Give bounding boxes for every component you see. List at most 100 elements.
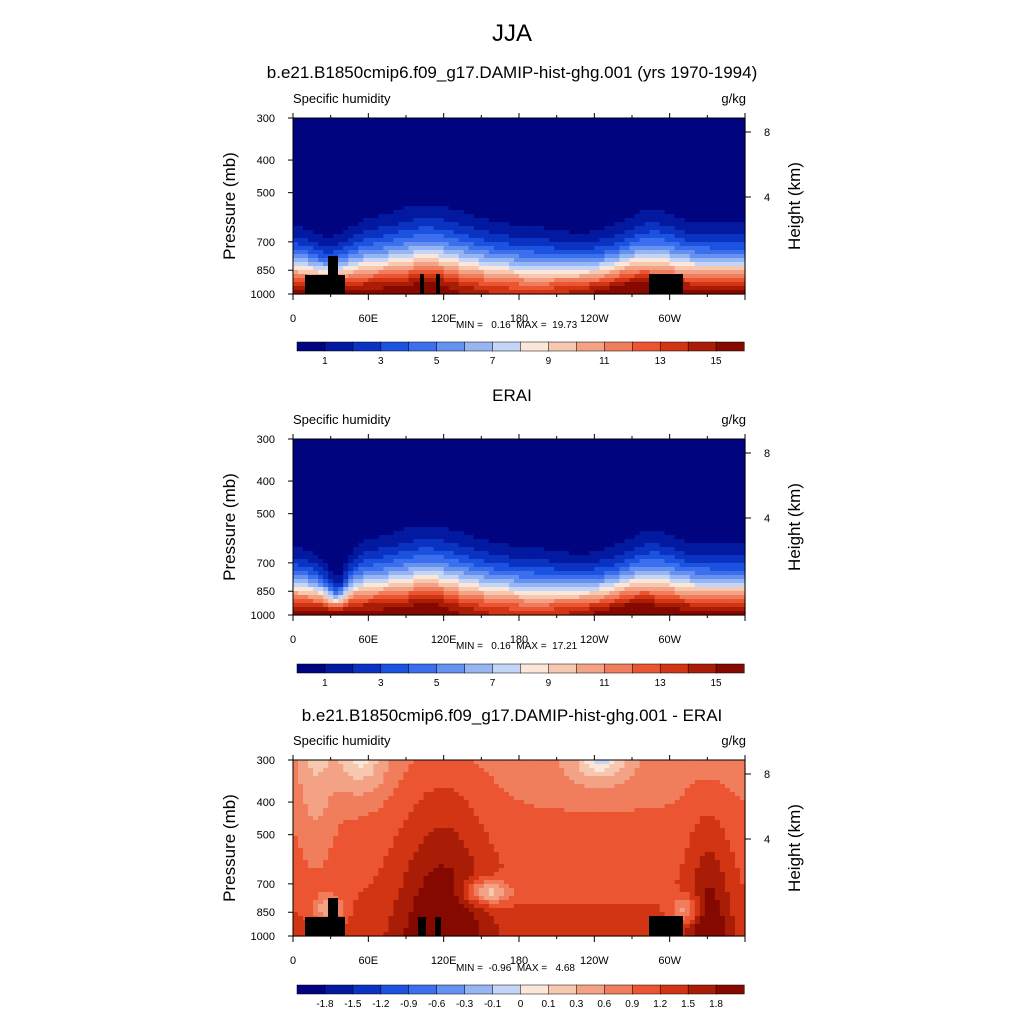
topography-block — [328, 256, 338, 294]
colorbar-label: 0.9 — [625, 999, 639, 1010]
panel-2-colorbar: 1 3 5 7 9 11 13 15 — [296, 663, 745, 689]
panel-1-title: b.e21.B1850cmip6.f09_g17.DAMIP-hist-ghg.… — [266, 63, 758, 82]
colorbar-label: 7 — [490, 356, 496, 367]
colorbar-label: 9 — [546, 356, 552, 367]
colorbar-swatch — [604, 341, 633, 352]
x-tick-label: 120E — [431, 634, 457, 646]
colorbar-label: 1 — [322, 356, 328, 367]
colorbar-swatch — [548, 984, 577, 995]
colorbar-label: 13 — [655, 356, 667, 367]
colorbar-label: -1.8 — [316, 999, 334, 1010]
y-tick-label: 700 — [257, 879, 275, 891]
topography-block — [649, 274, 683, 294]
colorbar-swatch — [687, 984, 717, 995]
colorbar-swatch — [659, 341, 689, 352]
colorbar-swatch — [436, 984, 466, 995]
colorbar-swatch — [408, 663, 438, 674]
colorbar-swatch — [632, 984, 661, 995]
topography-block — [649, 916, 683, 936]
colorbar-label: 0.1 — [541, 999, 555, 1010]
topography-block — [305, 275, 345, 294]
colorbar-label: 1.5 — [681, 999, 695, 1010]
x-tick-label: 60W — [658, 313, 681, 325]
colorbar-swatch — [352, 341, 382, 352]
panel-2-plot: 300 400 500 700 850 1000 8 4 0 60E 120E 180 120W 60W 1… — [251, 434, 770, 689]
colorbar-swatch — [715, 341, 745, 352]
x-tick-label: 120W — [580, 955, 609, 967]
colorbar-label: 0.6 — [597, 999, 611, 1010]
colorbar-swatch — [408, 984, 438, 995]
panel-2-title: ERAI — [492, 386, 532, 405]
y-tick-label: 400 — [257, 797, 275, 809]
y2-tick-label: 8 — [764, 448, 770, 460]
colorbar-swatch — [576, 663, 605, 674]
x-tick-label: 180 — [510, 313, 528, 325]
y2-tick-label: 4 — [764, 513, 770, 525]
colorbar-swatch — [604, 663, 633, 674]
colorbar-label: 1.2 — [653, 999, 667, 1010]
y-tick-label: 850 — [257, 586, 275, 598]
colorbar-swatch — [324, 663, 354, 674]
topography-block — [435, 917, 441, 936]
panel-1-variable: Specific humidity — [293, 91, 391, 106]
y-tick-label: 850 — [257, 907, 275, 919]
colorbar-swatch — [687, 341, 717, 352]
panel-1-colorbar: 1 3 5 7 9 11 13 15 — [296, 341, 745, 367]
x-tick-label: 180 — [510, 955, 528, 967]
panel-2-units: g/kg — [721, 412, 746, 427]
colorbar-label: -0.1 — [484, 999, 502, 1010]
colorbar-swatch — [659, 663, 689, 674]
x-tick-label: 60W — [658, 634, 681, 646]
colorbar-swatch — [352, 984, 382, 995]
panel-3-units: g/kg — [721, 733, 746, 748]
x-tick-label: 60W — [658, 955, 681, 967]
colorbar-label: 5 — [434, 356, 440, 367]
panel-2-field — [293, 439, 746, 616]
y2-tick-label: 8 — [764, 127, 770, 139]
y-tick-label: 400 — [257, 155, 275, 167]
colorbar-label: 13 — [655, 678, 667, 689]
y-tick-label: 1000 — [251, 931, 275, 943]
colorbar-swatch — [380, 663, 410, 674]
y-tick-label: 500 — [257, 188, 275, 200]
colorbar-label: -0.9 — [400, 999, 418, 1010]
y-tick-label: 1000 — [251, 289, 275, 301]
panel-2-stats: MIN = 0.16 MAX = 17.21 — [456, 641, 578, 652]
colorbar-swatch — [604, 984, 633, 995]
panel-3-stats: MIN = -0.96 MAX = 4.68 — [456, 963, 575, 974]
colorbar-label: -0.3 — [456, 999, 474, 1010]
colorbar-swatch — [408, 341, 438, 352]
colorbar-swatch — [492, 341, 522, 352]
colorbar-label: 0.3 — [569, 999, 583, 1010]
colorbar-label: 3 — [378, 678, 384, 689]
colorbar-swatch — [324, 984, 354, 995]
colorbar-swatch — [548, 663, 577, 674]
colorbar-swatch — [352, 663, 382, 674]
colorbar-label: 15 — [710, 678, 722, 689]
colorbar-swatch — [576, 341, 605, 352]
colorbar-swatch — [659, 984, 689, 995]
colorbar-swatch — [715, 984, 745, 995]
colorbar-swatch — [324, 341, 354, 352]
colorbar-swatch — [380, 341, 410, 352]
colorbar-swatch — [520, 984, 549, 995]
y2-tick-label: 8 — [764, 769, 770, 781]
colorbar-swatch — [296, 663, 326, 674]
y-tick-label: 850 — [257, 265, 275, 277]
topography-block — [436, 274, 440, 294]
colorbar-swatch — [520, 663, 549, 674]
panel-3-title: b.e21.B1850cmip6.f09_g17.DAMIP-hist-ghg.… — [301, 706, 723, 725]
x-tick-label: 0 — [290, 313, 296, 325]
panel-2-variable: Specific humidity — [293, 412, 391, 427]
topography-block — [328, 898, 338, 936]
y-tick-label: 1000 — [251, 610, 275, 622]
colorbar-label: -1.5 — [344, 999, 362, 1010]
x-tick-label: 0 — [290, 634, 296, 646]
colorbar-swatch — [632, 663, 661, 674]
colorbar-swatch — [296, 984, 326, 995]
panel-1-plot: 300 400 500 700 850 1000 8 4 0 60E 120E 180 120W 60W 1… — [251, 113, 770, 367]
y2-tick-label: 4 — [764, 834, 770, 846]
colorbar-swatch — [380, 984, 410, 995]
y-tick-label: 400 — [257, 476, 275, 488]
